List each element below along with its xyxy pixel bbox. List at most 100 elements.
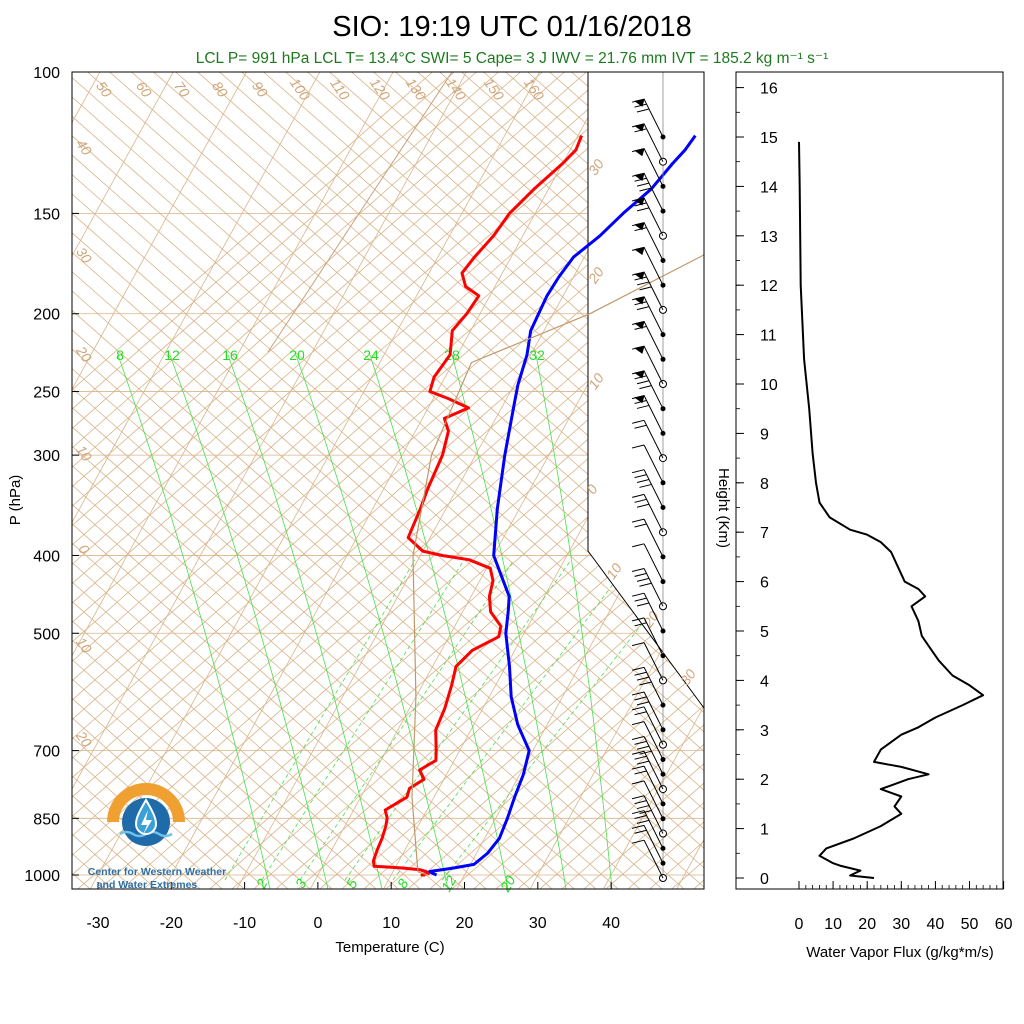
dry-adiabat-line	[72, 219, 704, 779]
wet-adiabat-label: 20	[73, 342, 96, 365]
dry-adiabat-line	[143, 394, 704, 889]
dry-adiabat-label: 100	[287, 75, 314, 103]
flux-trace	[798, 141, 985, 879]
flux-y-tick-label: 6	[760, 575, 769, 592]
moist-adiabat-line	[72, 232, 704, 791]
wind-barb	[631, 721, 666, 762]
wind-barb	[631, 642, 667, 685]
dry-adiabat-line	[722, 30, 1024, 1000]
wind-barb	[631, 592, 666, 634]
y-tick-label: 700	[33, 744, 60, 761]
mixing-ratio-line	[117, 354, 271, 889]
dewpoint-trace	[428, 134, 697, 877]
flux-y-tick-label: 1	[760, 822, 769, 839]
y-axis-label: P (hPa)	[7, 475, 24, 526]
dry-adiabat-line	[72, 297, 704, 856]
moist-adiabat-line	[72, 523, 487, 889]
moist-adiabat-line	[72, 115, 704, 675]
mixing-ratio-label: 8	[116, 347, 124, 363]
dry-adiabat-label: 50	[93, 78, 115, 100]
moist-adiabat-line	[72, 794, 179, 889]
flux-y-tick-label: 14	[760, 179, 778, 196]
moist-adiabat-line	[72, 309, 704, 869]
dry-adiabat-line	[766, 30, 1024, 1000]
dry-adiabat-label: 60	[133, 78, 155, 100]
moist-adiabat-line	[505, 72, 704, 248]
flux-y-tick-label: 10	[760, 377, 778, 394]
flux-x-tick-label: 20	[858, 916, 876, 933]
dry-adiabat-line	[700, 30, 1024, 1000]
moist-adiabat-line	[72, 406, 619, 889]
isotherm-right-label: 20	[639, 608, 662, 631]
wet-adiabat-label: 10	[73, 634, 95, 656]
flux-y-tick-label: 13	[760, 229, 778, 246]
mixing-ratio-line	[227, 354, 383, 889]
moist-adiabat-line	[0, 30, 194, 1000]
moist-adiabat-line	[72, 756, 223, 889]
flux-y-tick-label: 2	[760, 772, 769, 789]
moist-adiabat-line	[72, 775, 201, 889]
isotherm-line	[163, 72, 614, 889]
wind-barb	[631, 617, 666, 659]
dry-adiabat-line	[341, 569, 704, 889]
dry-adiabat-line	[473, 685, 704, 889]
y-tick-label: 200	[33, 307, 60, 324]
moist-adiabat-line	[285, 72, 704, 442]
dry-adiabat-label: 80	[209, 78, 231, 100]
flux-x-tick-label: 10	[824, 916, 842, 933]
moist-adiabat-line	[307, 72, 704, 423]
isotherm-right-label: 20	[584, 264, 607, 287]
dry-adiabat-line	[407, 627, 704, 889]
wind-barb	[631, 98, 666, 140]
moist-adiabat-line	[329, 72, 704, 403]
wind-barb	[631, 172, 666, 214]
moist-adiabat-line	[549, 72, 704, 209]
moist-adiabat-line	[72, 562, 443, 889]
dry-adiabat-line	[964, 30, 1024, 1000]
flux-y-tick-label: 11	[760, 328, 777, 345]
flux-x-tick-label: 30	[892, 916, 910, 933]
mixing-ratio-dashed-line	[344, 559, 572, 881]
wind-barb	[631, 320, 666, 362]
mixing-ratio-line	[535, 354, 613, 889]
dry-adiabat-label: 110	[327, 75, 353, 103]
wind-barb	[631, 148, 666, 189]
isotherm-line	[72, 72, 247, 391]
mixing-ratio-label: 20	[289, 347, 305, 363]
dry-adiabat-line	[656, 30, 1024, 1000]
dry-adiabat-line	[165, 413, 704, 889]
dry-adiabat-line	[72, 181, 704, 740]
x-tick-label: 20	[456, 915, 474, 932]
mixing-ratio-dashed-line	[261, 559, 465, 881]
flux-y-tick-label: 4	[760, 673, 769, 690]
moist-adiabat-line	[241, 72, 704, 481]
dry-adiabat-line	[209, 452, 704, 889]
flux-y-tick-label: 3	[760, 723, 769, 740]
dry-adiabat-line	[72, 278, 704, 837]
flux-y-tick-label: 5	[760, 624, 769, 641]
moist-adiabat-line	[72, 368, 663, 889]
x-tick-label: 10	[382, 915, 400, 932]
wind-barb	[631, 839, 667, 882]
dry-adiabat-line	[72, 72, 543, 488]
moist-adiabat-line	[263, 72, 704, 461]
wind-barb	[631, 706, 667, 749]
moist-adiabat-line	[703, 72, 704, 73]
parcel-trace	[411, 254, 704, 876]
moist-adiabat-line	[72, 77, 704, 636]
moist-adiabat-line	[72, 465, 553, 889]
moist-adiabat-line	[72, 639, 355, 889]
moist-adiabat-line	[72, 697, 289, 889]
dry-adiabat-line	[810, 30, 1024, 1000]
wind-barb	[631, 271, 667, 314]
dry-adiabat-line	[429, 646, 704, 889]
dry-adiabat-line	[72, 239, 704, 798]
moist-adiabat-line	[72, 542, 465, 889]
moist-adiabat-line	[72, 212, 704, 772]
moist-adiabat-line	[439, 72, 704, 306]
y-tick-label: 300	[33, 448, 60, 465]
skewt-background-lines	[0, 30, 1024, 1000]
wind-barb	[631, 765, 666, 807]
dry-adiabat-line	[920, 30, 1024, 1000]
